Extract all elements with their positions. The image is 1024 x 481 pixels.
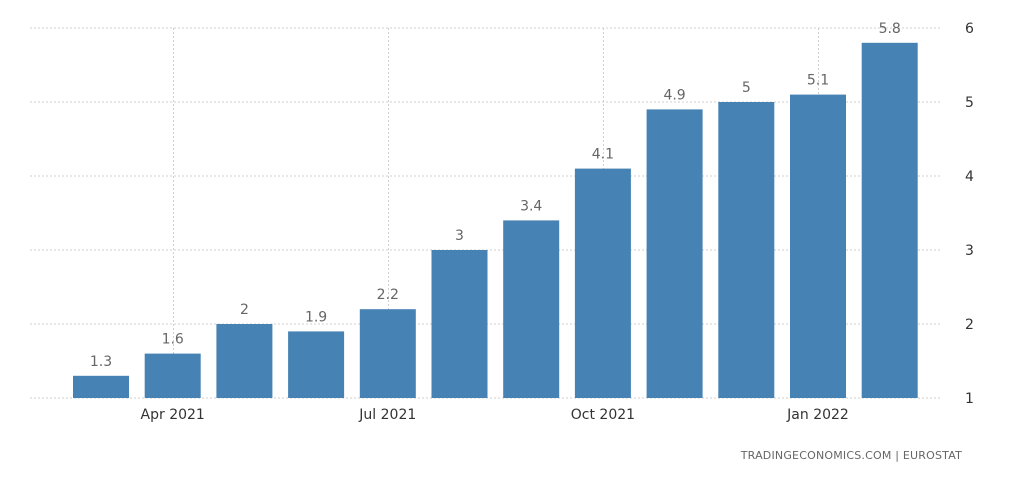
bar [216, 324, 273, 398]
x-tick-label: Jan 2022 [786, 407, 849, 423]
bar [288, 331, 345, 398]
bar [359, 309, 416, 398]
bar [574, 168, 631, 398]
bar-value-label: 3.4 [520, 198, 542, 214]
bar-value-label: 2 [240, 302, 249, 318]
x-tick-label: Oct 2021 [571, 407, 635, 423]
bar-value-label: 2.2 [377, 287, 399, 303]
bar [790, 94, 846, 398]
y-tick-label: 1 [965, 391, 974, 407]
x-tick-label: Jul 2021 [358, 407, 416, 423]
bar-value-label: 5.1 [807, 73, 829, 89]
bar-value-label: 1.9 [305, 309, 327, 325]
bar-value-label: 1.3 [90, 354, 112, 370]
y-tick-label: 5 [965, 95, 974, 111]
bar [431, 250, 488, 398]
bar-value-label: 1.6 [162, 332, 184, 348]
bar [646, 109, 703, 399]
bar-value-label: 4.1 [592, 147, 614, 163]
bar-value-label: 5 [742, 80, 751, 96]
y-tick-label: 2 [965, 317, 974, 333]
y-tick-label: 3 [965, 243, 974, 259]
bar-value-label: 3 [455, 228, 464, 244]
x-tick-label: Apr 2021 [141, 407, 205, 423]
y-tick-label: 6 [965, 21, 974, 37]
bar [718, 102, 775, 398]
source-attribution: TRADINGECONOMICS.COM | EUROSTAT [740, 449, 962, 462]
bar-value-label: 5.8 [879, 21, 901, 37]
y-tick-label: 4 [965, 169, 974, 185]
bar [73, 375, 129, 398]
bar-value-label: 4.9 [663, 87, 685, 103]
bar [144, 353, 201, 398]
bar [861, 42, 918, 399]
bar [503, 220, 560, 398]
